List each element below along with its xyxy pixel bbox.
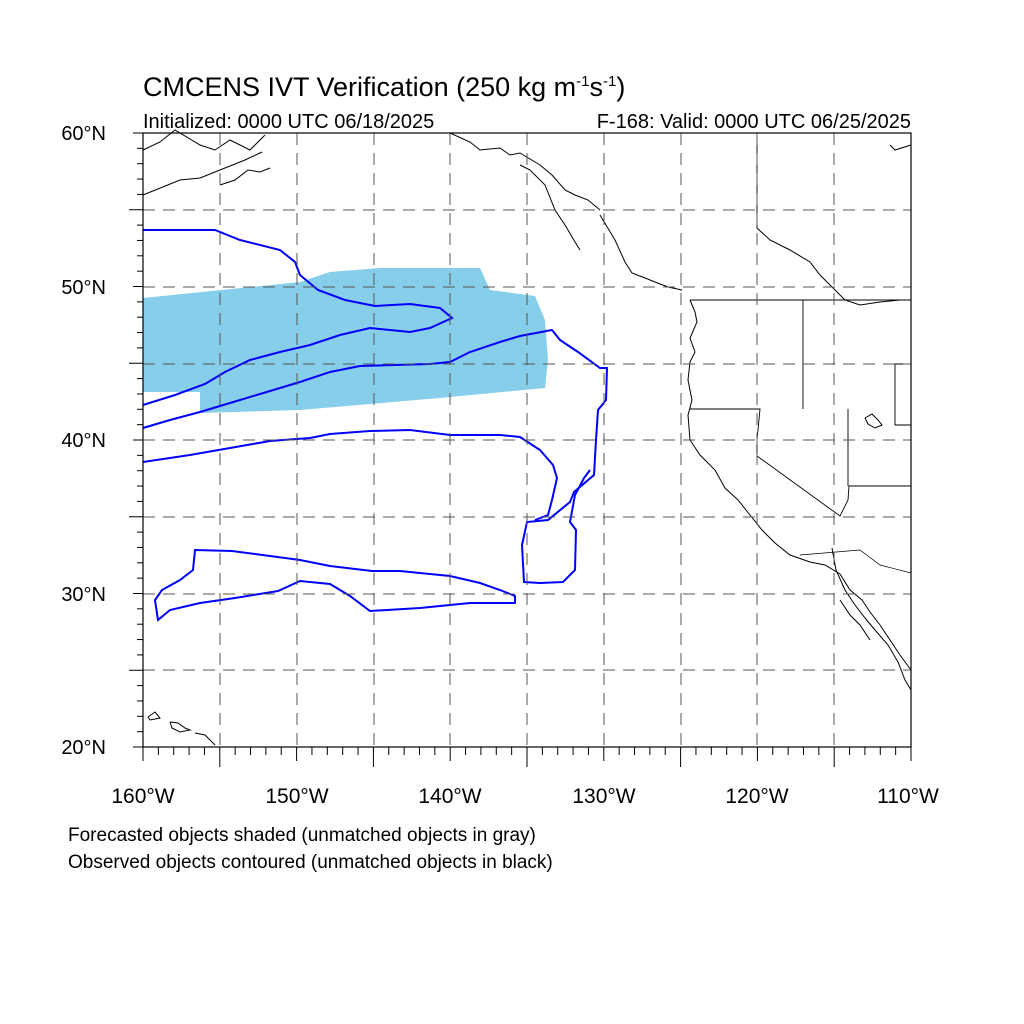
lat-label-60: 60°N: [61, 123, 106, 145]
observed-objects: [142, 229, 609, 622]
observed-contour-middle: [142, 428, 559, 521]
lat-label-40: 40°N: [61, 430, 106, 452]
axis-ticks: [129, 132, 912, 767]
forecast-object: [143, 268, 548, 413]
lon-label-140w: 140°W: [418, 785, 482, 808]
lon-label-150w: 150°W: [265, 785, 329, 808]
observed-contour-south: [153, 548, 516, 622]
lon-label-160w: 160°W: [111, 785, 175, 808]
observed-contour-north-inner: [142, 328, 609, 585]
legend-forecast-note: Forecasted objects shaded (unmatched obj…: [68, 825, 536, 846]
lon-label-110w: 110°W: [877, 785, 939, 808]
lat-label-30: 30°N: [61, 584, 106, 606]
initialized-label: Initialized: 0000 UTC 06/18/2025: [143, 111, 435, 133]
lon-label-130w: 130°W: [572, 785, 636, 808]
lon-label-120w: 120°W: [725, 785, 789, 808]
gridlines: [143, 133, 911, 747]
observed-contour-north: [142, 229, 454, 406]
lat-label-20: 20°N: [61, 737, 106, 759]
lat-label-50: 50°N: [61, 277, 106, 299]
valid-time-label: F-168: Valid: 0000 UTC 06/25/2025: [596, 111, 911, 133]
chart-title: CMCENS IVT Verification (250 kg m-1s-1): [143, 72, 626, 102]
legend-observed-note: Observed objects contoured (unmatched ob…: [68, 852, 553, 873]
